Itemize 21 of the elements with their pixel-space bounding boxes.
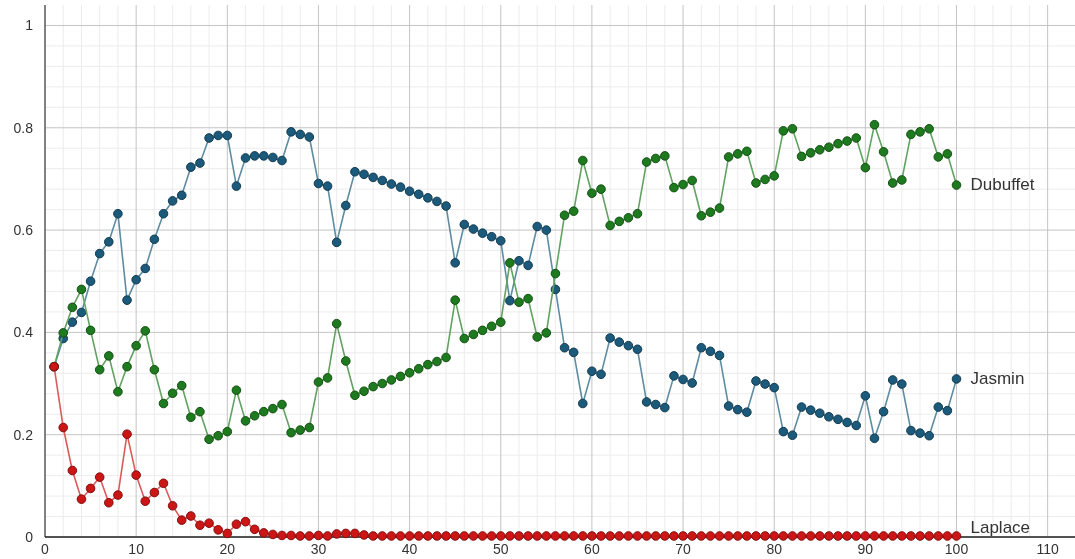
series-label: Jasmin [970,368,1025,388]
y-tick-label: 0.6 [13,222,34,239]
y-tick-label: 0.2 [13,426,34,443]
x-tick-label: 100 [944,541,969,557]
x-tick-label: 20 [219,541,236,557]
y-tick-label: 0.4 [13,324,34,341]
x-tick-label: 40 [401,541,418,557]
x-tick-label: 80 [766,541,783,557]
x-tick-label: 70 [675,541,692,557]
x-tick-label: 90 [857,541,874,557]
x-tick-label: 60 [584,541,600,557]
series-label: Laplace [970,518,1031,537]
x-tick-label: 0 [41,541,50,557]
y-tick-label: 1 [25,17,34,34]
x-tick-label: 50 [492,541,509,557]
y-tick-label: 0.8 [13,119,34,136]
x-tick-label: 30 [310,541,327,557]
x-tick-label: 10 [128,541,145,557]
series-label: Dubuffet [970,175,1035,195]
x-tick-label: 110 [1036,541,1060,557]
y-tick-label: 0 [25,529,34,545]
